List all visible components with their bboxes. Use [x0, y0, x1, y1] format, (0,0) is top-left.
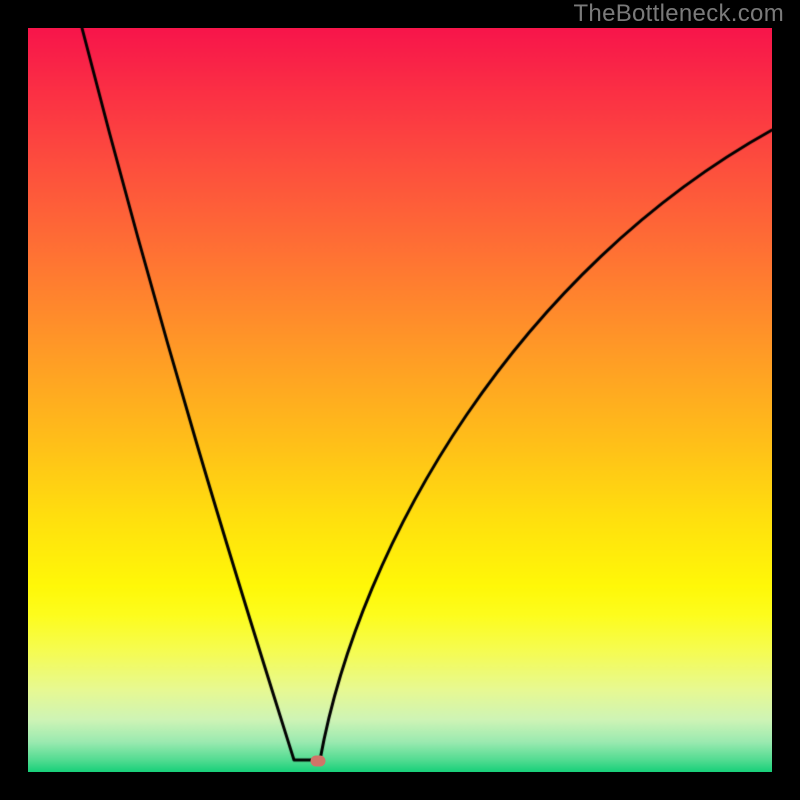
bottleneck-curve	[0, 0, 800, 800]
watermark-text: TheBottleneck.com	[573, 0, 784, 28]
optimal-point-marker	[311, 756, 326, 767]
figure-container: TheBottleneck.com	[0, 0, 800, 800]
